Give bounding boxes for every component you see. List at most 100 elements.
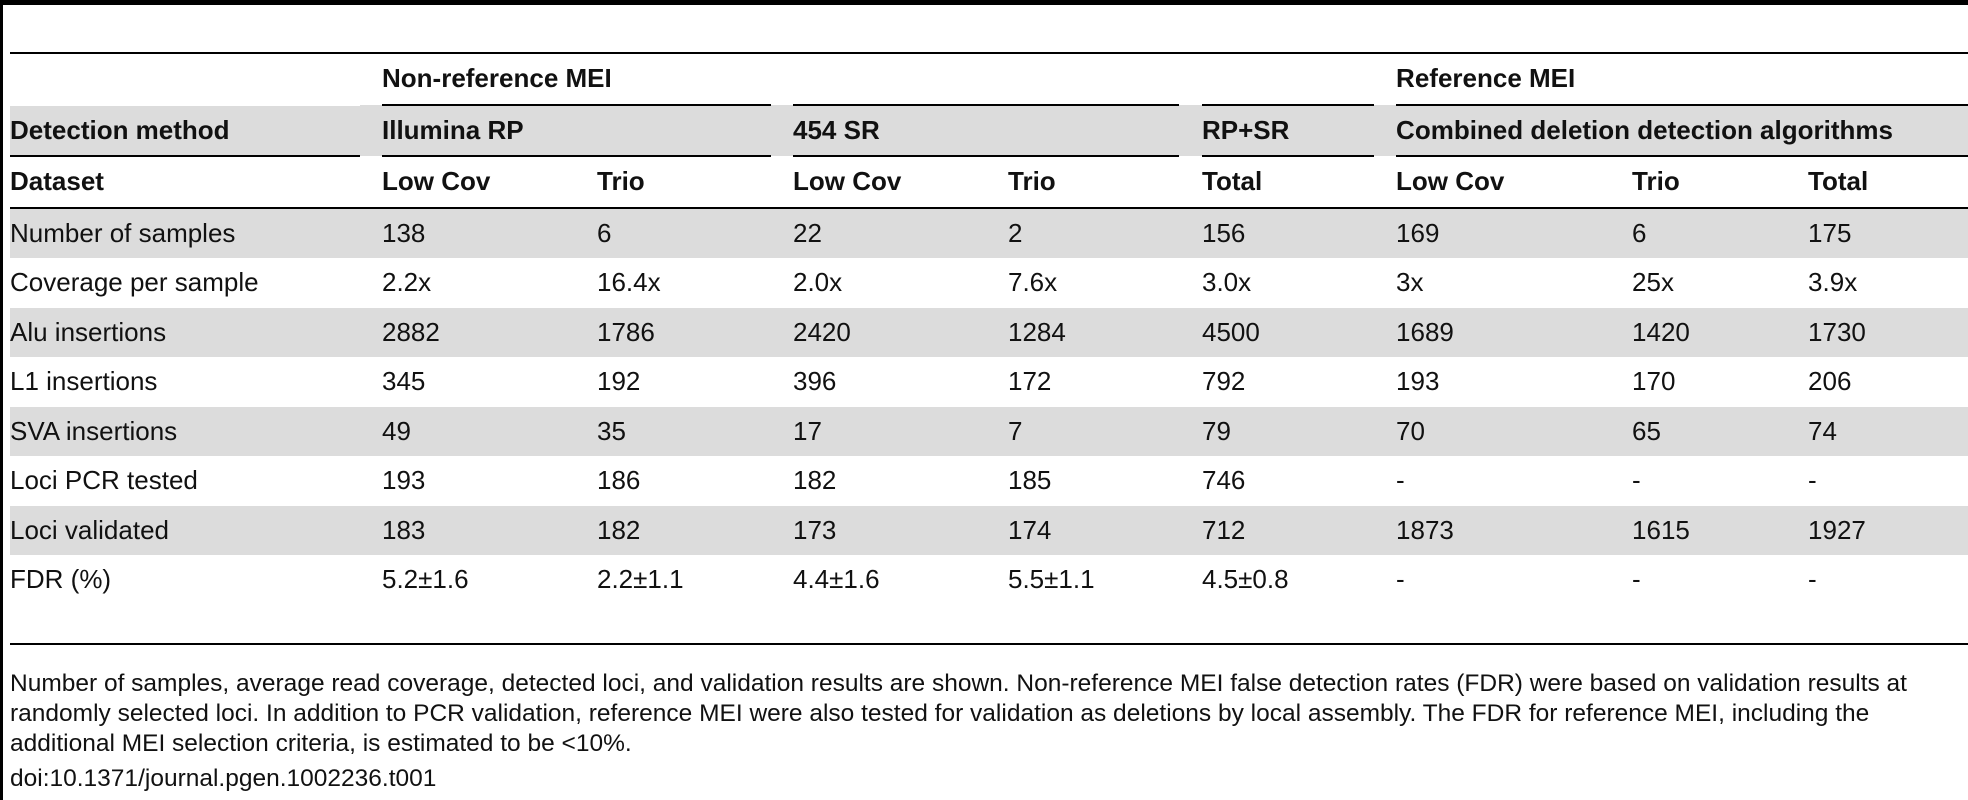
cell: 792 [1202,366,1246,397]
dataset-col: Trio [1632,155,1809,208]
table-row: Coverage per sample 2.2x 16.4x 2.0x 7.6x… [10,258,1968,308]
cell: 3.9x [1808,267,1858,298]
table-bottom-rule [10,643,1968,645]
cell: 169 [1396,207,1633,258]
cell: 2.2±1.1 [597,564,684,595]
row-label: Alu insertions [10,307,360,357]
cell: 2882 [382,307,597,357]
cell: 5.2±1.6 [382,564,469,595]
cell: - [1632,564,1641,595]
dataset-col: Total [1202,155,1375,208]
dataset-col: Trio [597,155,771,208]
dataset-col: Low Cov [793,155,1008,208]
cell: 6 [1632,207,1809,258]
row-label: FDR (%) [10,564,112,595]
cell: 138 [382,207,597,258]
cell: 1927 [1808,505,1968,555]
cell: 65 [1632,406,1809,456]
cell: 16.4x [597,267,661,298]
table-row: Loci validated 183 182 173 174 712 1873 … [10,505,1968,555]
cell: 206 [1808,366,1852,397]
row-label: Loci PCR tested [10,465,198,496]
table-row: FDR (%) 5.2±1.6 2.2±1.1 4.4±1.6 5.5±1.1 … [10,555,1968,605]
cell: 6 [597,207,771,258]
table-row: Loci PCR tested 193 186 182 185 746 - - … [10,456,1968,506]
cell: - [1396,564,1405,595]
row-label: SVA insertions [10,406,360,456]
cell: 712 [1202,505,1375,555]
cell: 74 [1808,406,1968,456]
cell: 2.2x [382,267,432,298]
cell: 1730 [1808,307,1968,357]
cell: - [1808,465,1817,496]
method-label: Detection method [10,104,360,156]
group-nonref: Non-reference MEI [382,52,1375,105]
cell: 185 [1008,465,1052,496]
cell: 49 [382,406,597,456]
group-ref: Reference MEI [1396,52,1968,105]
cell: - [1808,564,1817,595]
cell: 172 [1008,366,1052,397]
dataset-col: Trio [1008,155,1179,208]
cell: 193 [1396,366,1440,397]
cell: 156 [1202,207,1375,258]
cell: 2420 [793,307,1008,357]
cell: 79 [1202,406,1375,456]
top-border [0,0,1968,5]
cell: 3x [1396,267,1424,298]
table-footnote: Number of samples, average read coverage… [10,670,1907,757]
cell: 182 [597,505,771,555]
method-rpsr: RP+SR [1202,103,1375,156]
table-row: L1 insertions 345 192 396 172 792 193 17… [10,357,1968,407]
dataset-label: Dataset [10,155,360,208]
cell: 3.0x [1202,267,1252,298]
dataset-col: Low Cov [1396,155,1633,208]
cell: 746 [1202,465,1246,496]
method-illumina: Illumina RP [382,103,771,156]
cell: 25x [1632,267,1674,298]
dataset-col: Low Cov [382,155,597,208]
cell: 4.4±1.6 [793,564,880,595]
cell: - [1396,465,1405,496]
doi-link[interactable]: doi:10.1371/journal.pgen.1002236.t001 [10,765,437,792]
cell: 193 [382,465,426,496]
method-row: Detection method Illumina RP 454 SR RP+S… [10,103,1968,156]
group-header-row: Non-reference MEI Reference MEI [10,52,1968,105]
cell: 170 [1632,366,1676,397]
cell: 4500 [1202,307,1375,357]
cell: 2.0x [793,267,843,298]
row-label: Number of samples [10,207,360,258]
cell: 173 [793,505,1008,555]
method-454: 454 SR [793,103,1179,156]
cell: - [1632,465,1641,496]
dataset-col: Total [1808,155,1968,208]
method-combined: Combined deletion detection algorithms [1396,103,1968,156]
cell: 175 [1808,207,1968,258]
cell: 5.5±1.1 [1008,564,1095,595]
cell: 2 [1008,207,1179,258]
cell: 7 [1008,406,1179,456]
left-border [0,0,3,800]
cell: 1786 [597,307,771,357]
table-row: Alu insertions 2882 1786 2420 1284 4500 … [10,307,1968,357]
cell: 182 [793,465,837,496]
cell: 345 [382,366,426,397]
cell: 396 [793,366,837,397]
table-row: Number of samples 138 6 22 2 156 169 6 1… [10,207,1968,258]
cell: 1689 [1396,307,1633,357]
dataset-row: Dataset Low Cov Trio Low Cov Trio Total … [10,155,1968,208]
row-label: L1 insertions [10,366,158,397]
cell: 22 [793,207,1008,258]
cell: 186 [597,465,641,496]
table-row: SVA insertions 49 35 17 7 79 70 65 74 [10,406,1968,456]
cell: 192 [597,366,641,397]
cell: 1873 [1396,505,1633,555]
cell: 1615 [1632,505,1809,555]
row-label: Coverage per sample [10,267,259,298]
cell: 174 [1008,505,1179,555]
cell: 1284 [1008,307,1179,357]
cell: 4.5±0.8 [1202,564,1289,595]
cell: 183 [382,505,597,555]
cell: 17 [793,406,1008,456]
cell: 35 [597,406,771,456]
